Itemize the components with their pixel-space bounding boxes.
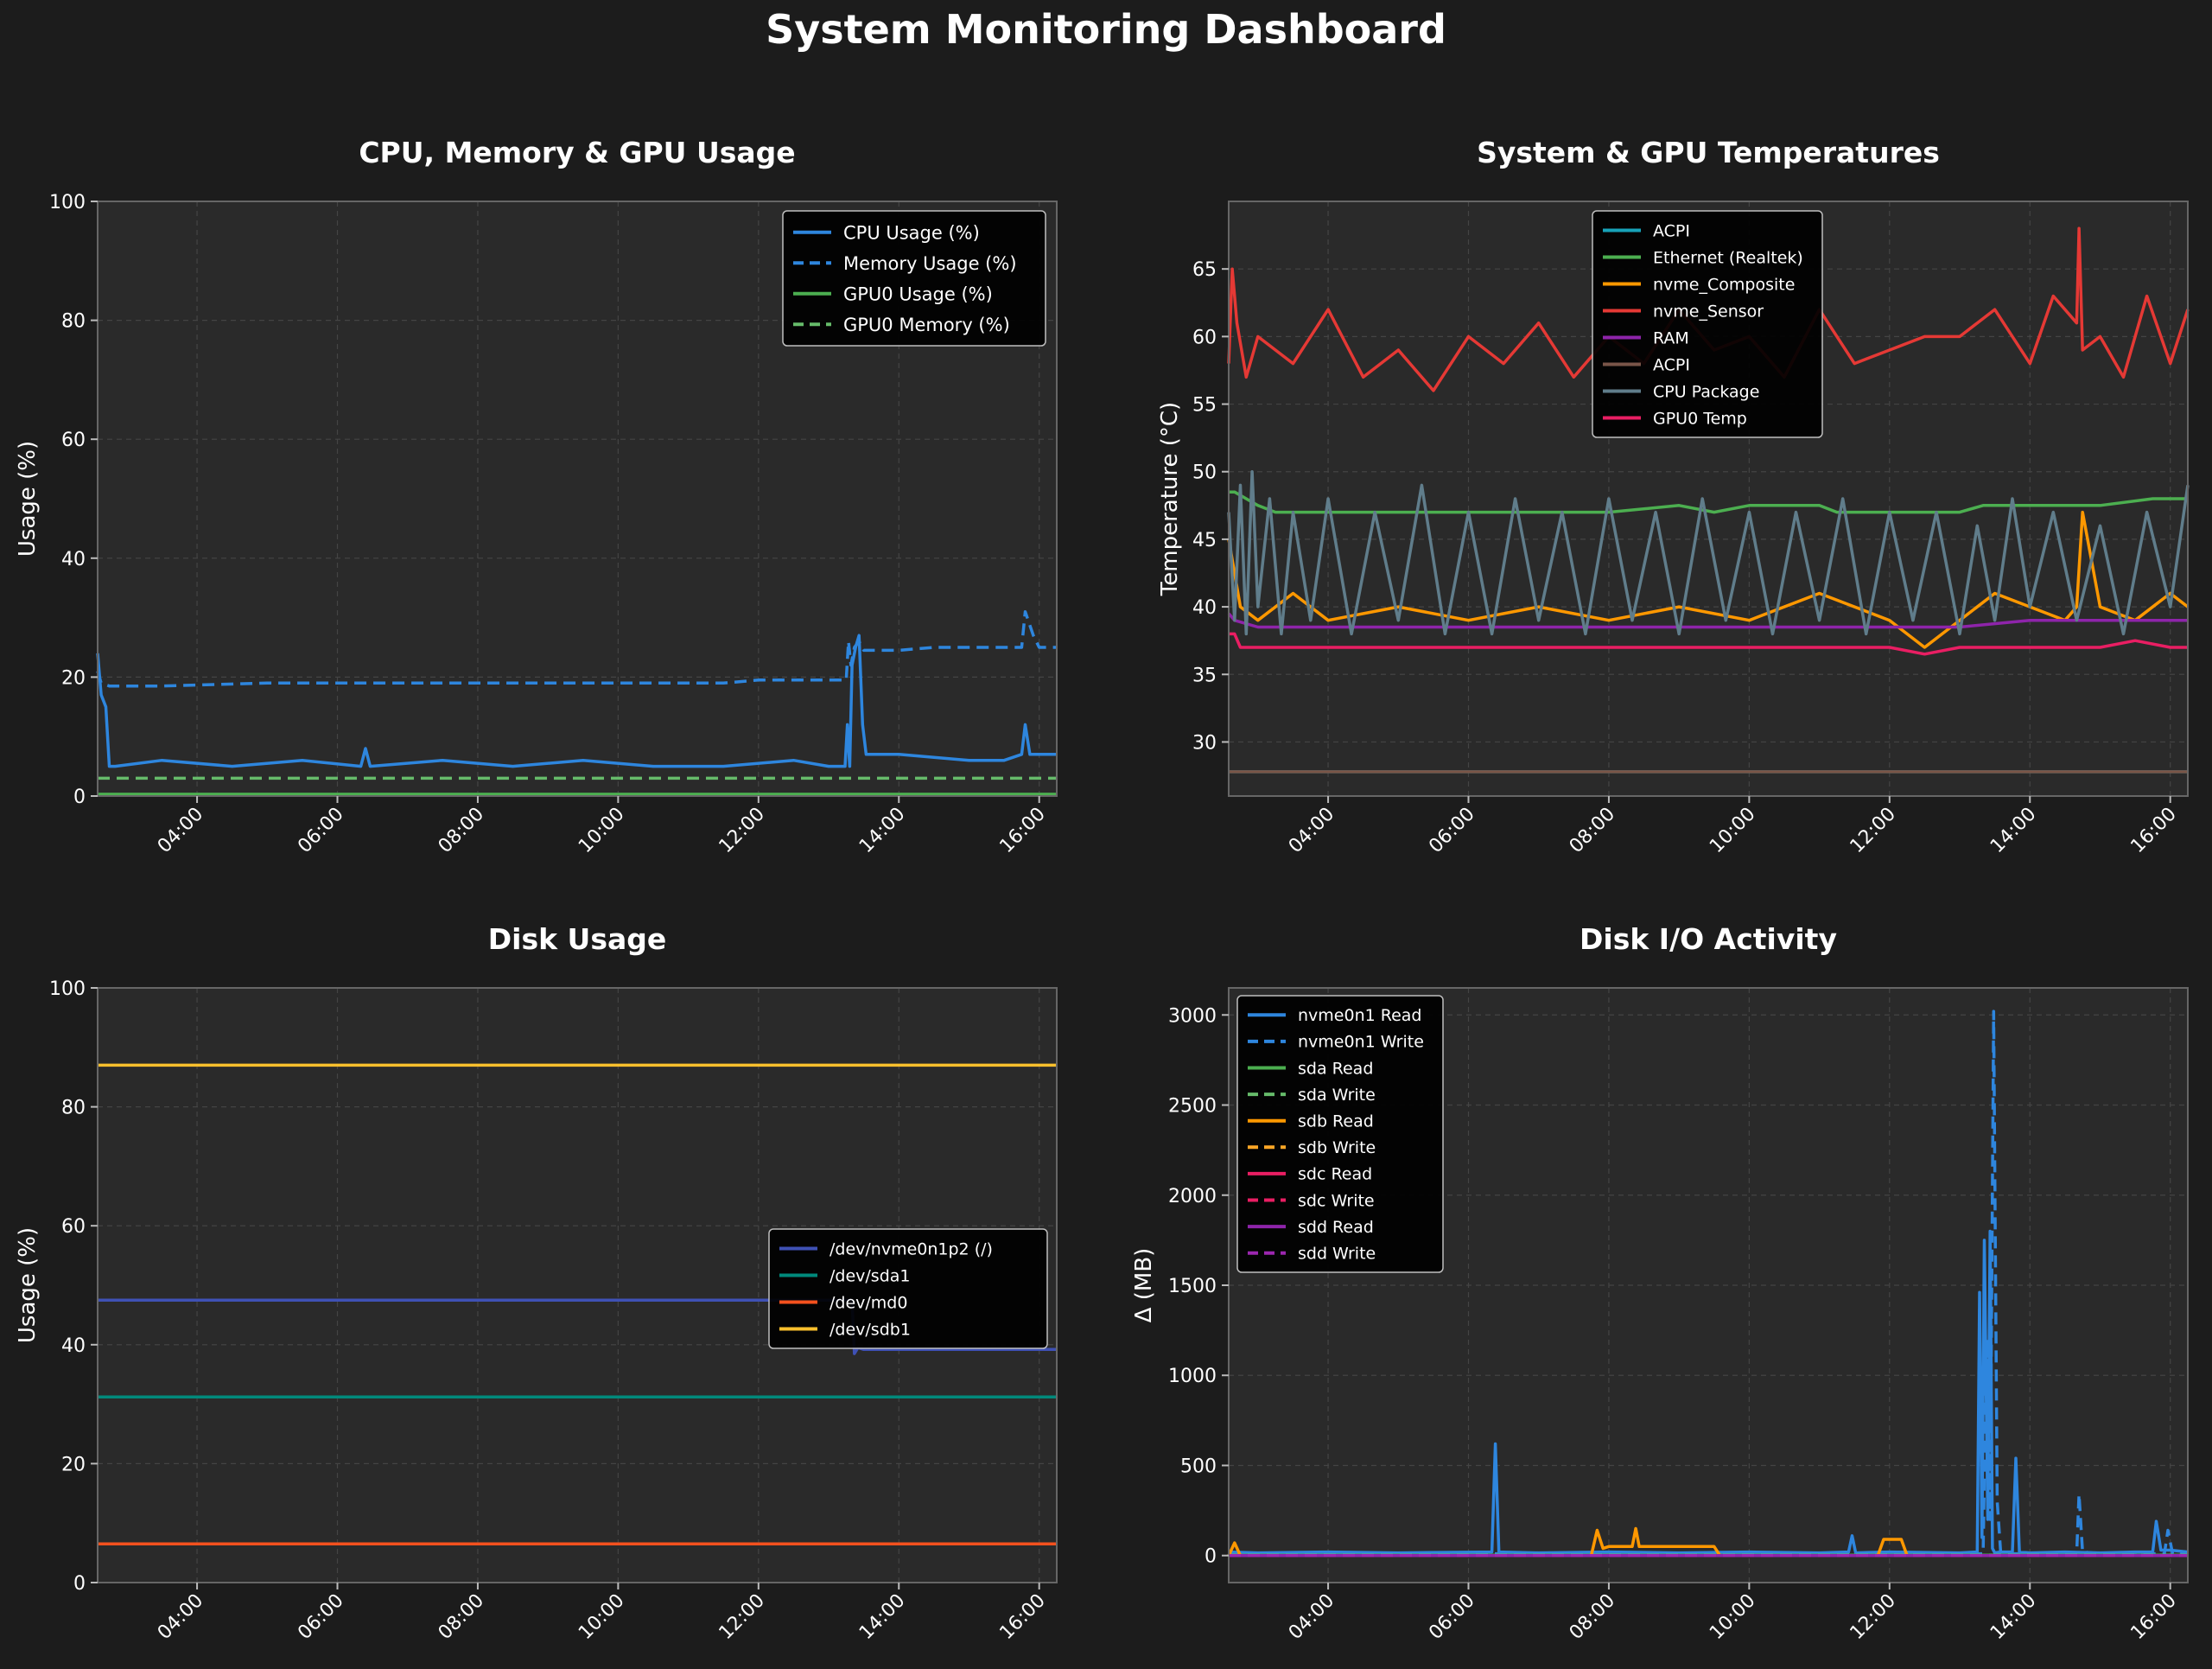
y-tick-label: 40 [1192, 597, 1217, 619]
legend-entry-label: Memory Usage (%) [843, 253, 1017, 274]
y-tick-label: 45 [1192, 530, 1217, 551]
y-tick-label: 100 [49, 978, 86, 1000]
y-axis-label: Temperature (°C) [1157, 402, 1183, 596]
legend-entry-label: GPU0 Temp [1653, 409, 1747, 428]
y-axis-label: Δ (MB) [1131, 1248, 1157, 1323]
series-line-temp-1 [1229, 490, 2188, 514]
legend-box [768, 1228, 1048, 1349]
chart-title: System & GPU Temperatures [1477, 136, 1940, 169]
y-tick-label: 3000 [1168, 1005, 1217, 1027]
legend-entry-label: nvme0n1 Read [1298, 1006, 1421, 1025]
y-tick-label: 40 [61, 1335, 86, 1357]
series-line-temp-2 [1227, 510, 2190, 649]
legend-entry-label: nvme_Composite [1653, 275, 1795, 294]
series-line-temp-6 [1227, 469, 2190, 636]
legend-entry-label: nvme_Sensor [1653, 302, 1764, 321]
chart-title: CPU, Memory & GPU Usage [359, 136, 795, 169]
legend-entry-label: /dev/sdb1 [830, 1320, 911, 1339]
y-tick-label: 80 [61, 311, 86, 333]
y-axis-label: Usage (%) [15, 1227, 41, 1343]
y-tick-label: 0 [73, 1573, 86, 1595]
y-tick-label: 20 [61, 667, 86, 689]
y-tick-label: 50 [1192, 462, 1217, 484]
y-tick-label: 55 [1192, 395, 1217, 417]
legend: /dev/nvme0n1p2 (/) /dev/sda1/dev/md0/dev/… [768, 1228, 1048, 1349]
legend-entry-label: /dev/md0 [830, 1293, 907, 1312]
y-tick-label: 30 [1192, 732, 1217, 754]
series-group [1227, 1010, 2189, 1558]
legend-entry-label: sda Read [1298, 1059, 1373, 1078]
y-tick-label: 60 [61, 430, 86, 451]
legend-box [1592, 210, 1823, 438]
legend-entry-label: nvme0n1 Write [1298, 1033, 1424, 1052]
legend-entry-label: CPU Package [1653, 382, 1759, 401]
y-axis-label: Usage (%) [15, 441, 41, 557]
legend-entry-label: sdd Write [1298, 1245, 1376, 1264]
legend: nvme0n1 Read nvme0n1 Write sda Read sda Wri… [1236, 995, 1444, 1273]
series-line-temp-7 [1229, 632, 2188, 656]
series-group [98, 1063, 1057, 1546]
legend-entry-label: sdc Write [1298, 1191, 1375, 1210]
legend-entry-label: GPU0 Memory (%) [843, 315, 1010, 335]
y-tick-label: 2000 [1168, 1186, 1217, 1207]
y-tick-label: 1000 [1168, 1366, 1217, 1387]
dashboard-title: System Monitoring Dashboard [766, 6, 1446, 53]
legend-entry-label: sda Write [1298, 1086, 1376, 1105]
y-tick-label: 1500 [1168, 1276, 1217, 1297]
legend-entry-label: /dev/nvme0n1p2 (/) [830, 1239, 993, 1258]
series-line-cpu-1 [96, 609, 1057, 688]
legend-box [782, 210, 1046, 347]
y-tick-label: 0 [1205, 1546, 1217, 1568]
series-line-cpu-0 [96, 634, 1057, 768]
y-tick-label: 2500 [1168, 1096, 1217, 1118]
plot-frame [97, 987, 1058, 1583]
plot-frame [97, 201, 1058, 797]
legend-entry-label: Ethernet (Realtek) [1653, 248, 1803, 267]
y-tick-label: 500 [1180, 1456, 1217, 1477]
legend-entry-label: sdc Read [1298, 1165, 1372, 1184]
legend-entry-label: GPU0 Usage (%) [843, 283, 993, 304]
legend: CPU Usage (%) Memory Usage (%) GPU0 Usage … [782, 210, 1046, 347]
plot-frame [1228, 201, 2189, 797]
series-line-disk-0 [98, 1298, 1057, 1355]
y-tick-label: 0 [73, 787, 86, 808]
legend-entry-label: RAM [1653, 328, 1689, 347]
y-tick-label: 100 [49, 192, 86, 213]
y-tick-label: 65 [1192, 259, 1217, 281]
legend-box [1236, 995, 1444, 1273]
legend-entry-label: sdb Write [1298, 1138, 1376, 1157]
y-tick-label: 20 [61, 1454, 86, 1475]
legend-entry-label: CPU Usage (%) [843, 222, 980, 243]
y-tick-label: 60 [1192, 327, 1217, 348]
legend-entry-label: ACPI [1653, 355, 1690, 374]
y-tick-label: 35 [1192, 665, 1217, 686]
series-group [96, 609, 1057, 796]
legend-entry-label: sdd Read [1298, 1218, 1374, 1237]
legend-entry-label: sdb Read [1298, 1112, 1374, 1131]
y-tick-label: 80 [61, 1098, 86, 1119]
legend: ACPI Ethernet (Realtek) nvme_Compositenvme… [1592, 210, 1823, 438]
chart-title: Disk Usage [488, 922, 667, 956]
legend-entry-label: /dev/sda1 [830, 1266, 911, 1285]
legend-entry-label: ACPI [1653, 221, 1690, 240]
chart-title: Disk I/O Activity [1580, 922, 1837, 956]
y-tick-label: 40 [61, 549, 86, 570]
y-tick-label: 60 [61, 1216, 86, 1238]
